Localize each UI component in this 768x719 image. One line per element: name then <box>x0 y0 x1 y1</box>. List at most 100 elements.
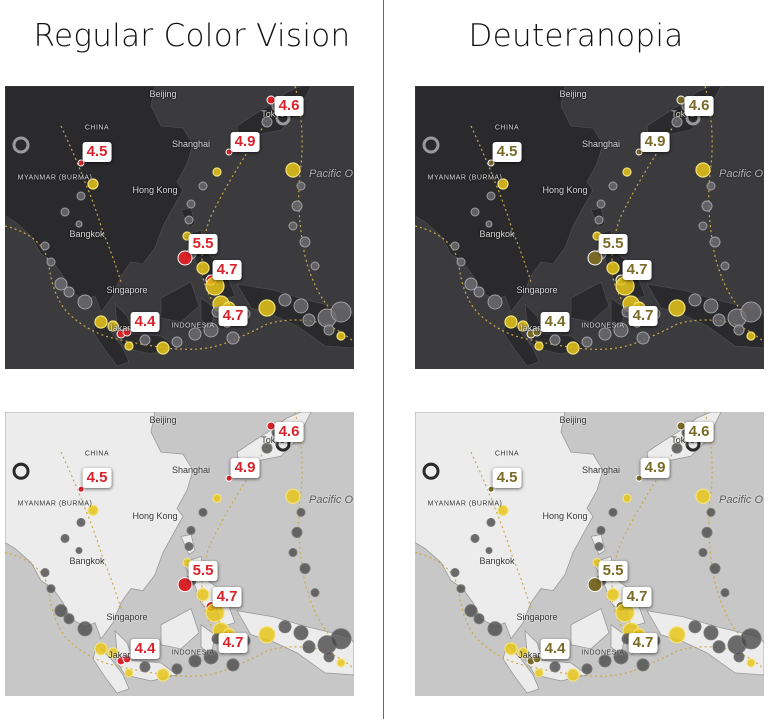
plate-boundary-line <box>704 412 748 644</box>
quake-marker-grey <box>549 661 561 673</box>
place-label-beijing: Beijing <box>559 89 587 99</box>
quake-marker-grey <box>188 654 202 668</box>
quake-marker-grey <box>203 649 219 665</box>
magnitude-callout-myanmar: 4.5 <box>492 142 522 162</box>
quake-marker-grey <box>636 331 650 345</box>
quake-marker-yellow <box>668 626 686 644</box>
quake-marker-yellow <box>504 315 518 329</box>
place-label-bangkok: Bangkok <box>69 555 105 566</box>
quake-marker-grey <box>608 181 618 191</box>
landmass <box>502 317 540 367</box>
quake-marker-grey <box>330 628 352 650</box>
quake-marker-highlight <box>225 148 233 156</box>
quake-marker-grey <box>76 191 86 201</box>
quake-marker-grey <box>473 286 485 298</box>
quake-marker-grey <box>450 241 460 251</box>
quake-marker-grey <box>636 658 650 672</box>
quake-marker-grey <box>293 625 309 641</box>
quake-marker-grey <box>487 294 503 310</box>
quake-marker-grey <box>291 200 303 212</box>
quake-marker-grey <box>261 116 273 128</box>
place-label-beijing: Beijing <box>149 415 177 426</box>
landmass <box>570 608 610 650</box>
landmass <box>415 86 604 313</box>
place-label-china: CHINA <box>84 450 110 458</box>
map-canvas <box>415 412 764 696</box>
quake-marker-grey <box>596 199 606 209</box>
place-label-jakarta: Jakarta <box>518 649 548 660</box>
quake-marker-grey <box>613 322 629 338</box>
place-label-jakarta: Jakarta <box>108 649 138 660</box>
place-label-indonesia: INDONESIA <box>171 322 215 330</box>
quake-marker-grey <box>323 324 335 336</box>
magnitude-callout-mindanao-b: 4.7 <box>628 632 658 653</box>
quake-marker-grey <box>456 584 466 594</box>
quake-marker-grey <box>485 220 493 228</box>
quake-marker-yellow <box>94 642 108 656</box>
map-canvas <box>415 86 764 369</box>
quake-marker-yellow <box>622 493 632 503</box>
magnitude-callout-java: 4.4 <box>540 312 570 332</box>
quake-marker-yellow <box>606 588 620 602</box>
quake-marker-grey <box>60 207 70 217</box>
quake-marker-grey <box>226 331 240 345</box>
magnitude-callout-philippines: 5.5 <box>188 560 218 581</box>
quake-marker-grey <box>671 116 683 128</box>
quake-marker-grey <box>473 613 485 625</box>
quake-marker-ring <box>12 462 30 480</box>
quake-marker-yellow <box>534 341 544 351</box>
quake-marker-highlight <box>487 485 495 493</box>
place-label-bangkok: Bangkok <box>479 555 515 566</box>
landmass <box>502 644 540 694</box>
quake-marker-yellow <box>94 315 108 329</box>
magnitude-callout-philippines: 5.5 <box>188 234 218 254</box>
place-label-hong-kong: Hong Kong <box>132 185 178 195</box>
magnitude-callout-tokyo: 4.6 <box>684 96 714 116</box>
place-label-jakarta: Jakarta <box>108 323 138 333</box>
quake-marker-yellow <box>606 261 620 275</box>
magnitude-callout-mindanao-b: 4.7 <box>218 306 248 326</box>
quake-marker-highlight <box>77 159 85 167</box>
quake-marker-highlight <box>587 250 603 266</box>
quake-marker-yellow <box>87 178 99 190</box>
quake-marker-grey <box>740 628 762 650</box>
heading-regular-color-vision: Regular Color Vision <box>33 18 351 54</box>
quake-marker-highlight <box>225 474 233 482</box>
magnitude-callout-java: 4.4 <box>540 638 570 659</box>
quake-marker-yellow <box>124 341 134 351</box>
quake-marker-grey <box>456 257 466 267</box>
quake-marker-grey <box>299 236 311 248</box>
quake-marker-yellow <box>668 299 686 317</box>
quake-marker-grey <box>701 200 713 212</box>
quake-marker-grey <box>302 640 316 654</box>
magnitude-callout-philippines: 5.5 <box>598 234 628 254</box>
quake-marker-grey <box>733 324 745 336</box>
quake-marker-yellow <box>497 504 509 516</box>
quake-marker-grey <box>291 526 303 538</box>
quake-marker-grey <box>226 658 240 672</box>
quake-marker-yellow <box>746 331 756 341</box>
place-label-shanghai: Shanghai <box>581 139 621 149</box>
quake-marker-highlight <box>122 327 132 337</box>
quake-marker-grey <box>485 546 493 554</box>
quake-marker-grey <box>75 546 83 554</box>
quake-marker-grey <box>470 207 480 217</box>
place-label-indonesia: INDONESIA <box>581 649 625 657</box>
quake-marker-grey <box>703 298 719 314</box>
quake-marker-grey <box>598 327 612 341</box>
quake-marker-grey <box>261 442 273 454</box>
quake-marker-grey <box>671 442 683 454</box>
column-divider <box>383 0 384 719</box>
quake-marker-highlight <box>532 654 542 664</box>
quake-marker-grey <box>288 221 298 231</box>
landmass <box>5 86 194 313</box>
magnitude-callout-shanghai: 4.9 <box>230 458 260 479</box>
quake-marker-yellow <box>566 341 580 355</box>
quake-marker-grey <box>139 334 151 346</box>
magnitude-callout-tokyo: 4.6 <box>684 422 714 443</box>
place-label-china: CHINA <box>84 124 110 132</box>
quake-marker-grey <box>299 563 311 575</box>
place-label-myanmar: MYANMAR (BURMA) <box>17 174 93 182</box>
quake-marker-grey <box>63 286 75 298</box>
quake-marker-yellow <box>212 493 222 503</box>
